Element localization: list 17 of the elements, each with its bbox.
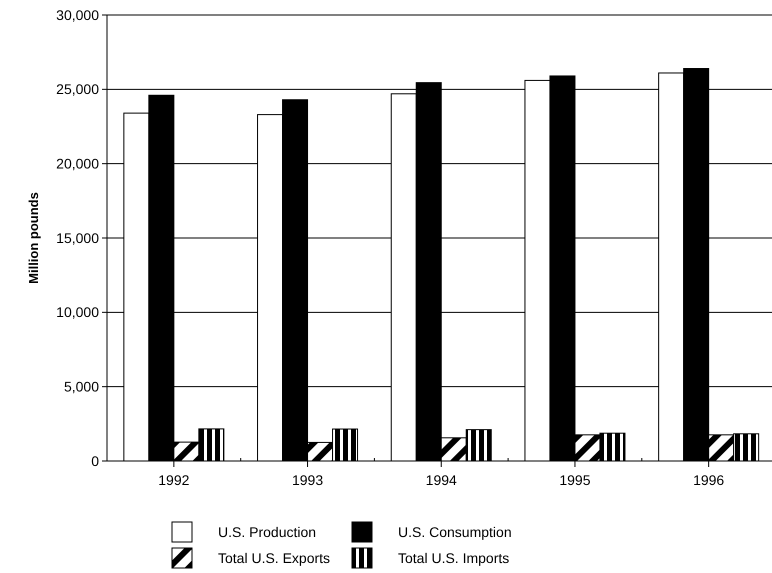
- y-tick-label: 0: [91, 452, 100, 469]
- x-tick-label: 1992: [158, 472, 190, 488]
- x-tick-label: 1994: [426, 472, 458, 488]
- legend-label: Total U.S. Imports: [398, 550, 510, 566]
- x-tick-label: 1995: [559, 472, 591, 488]
- y-tick-label: 30,000: [56, 6, 100, 23]
- x-tick-label: 1996: [693, 472, 724, 488]
- y-tick-label: 25,000: [56, 81, 100, 98]
- x-tick-label: 1993: [292, 472, 324, 488]
- y-tick-label: 20,000: [56, 156, 100, 172]
- y-axis-title: Million pounds: [26, 192, 41, 284]
- legend-label: Total U.S. Exports: [218, 550, 330, 566]
- y-tick-label: 5,000: [64, 378, 100, 395]
- y-tick-label: 10,000: [56, 304, 100, 320]
- legend-label: U.S. Consumption: [398, 524, 512, 540]
- y-tick-label: 15,000: [56, 230, 100, 246]
- legend-label: U.S. Production: [218, 524, 316, 540]
